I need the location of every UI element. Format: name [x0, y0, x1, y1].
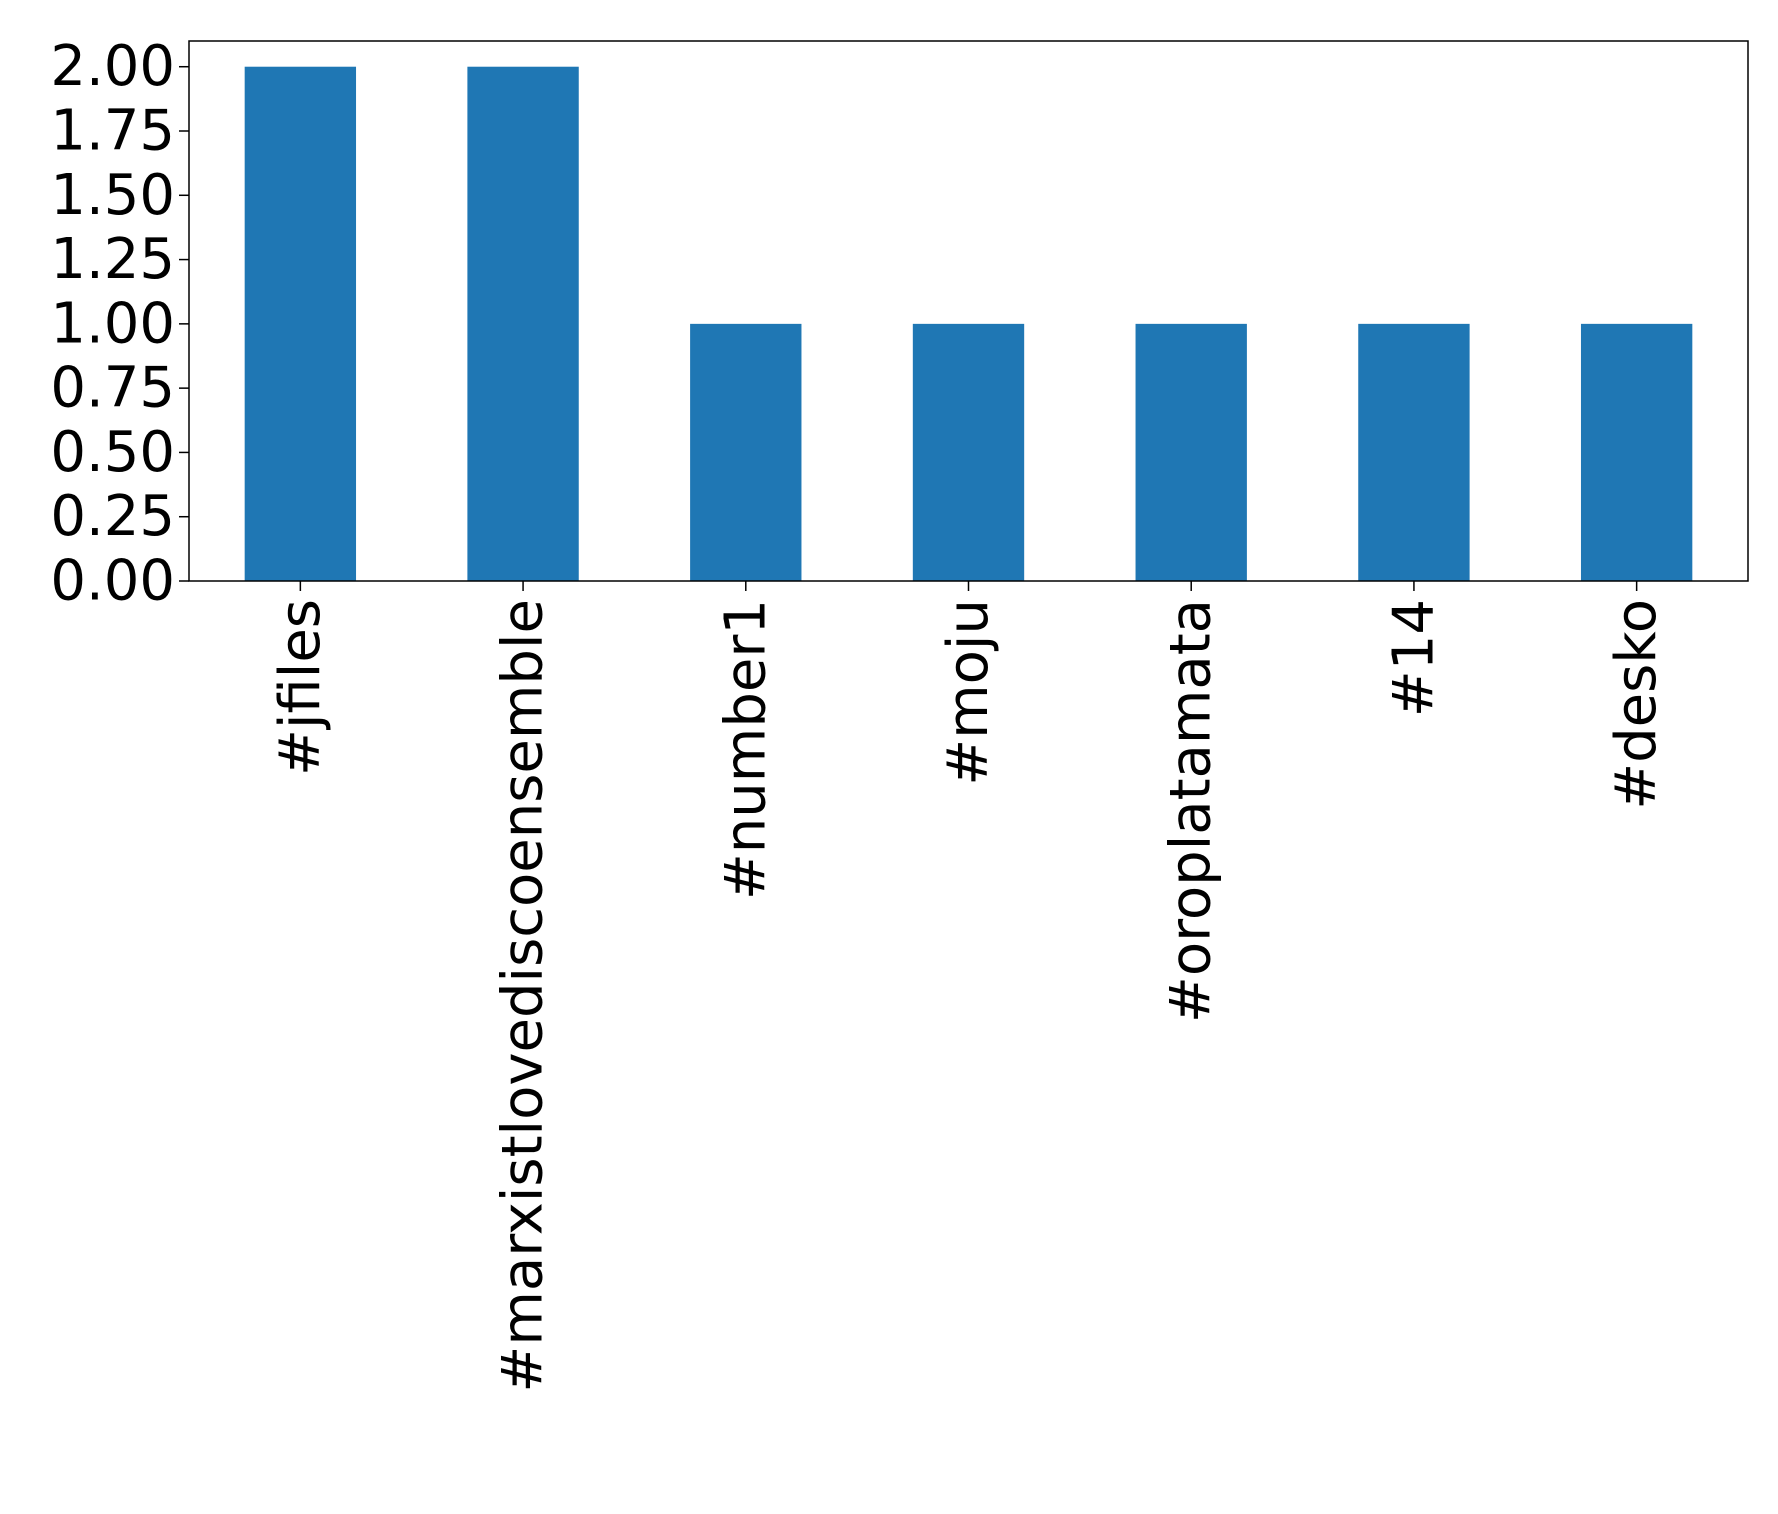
x-tick-label: #14: [1381, 599, 1446, 717]
bar: [1580, 323, 1693, 581]
y-tick-label: 0.00: [50, 549, 175, 614]
x-tick-label: #number1: [713, 599, 778, 900]
y-tick-label: 1.75: [50, 99, 175, 164]
y-tick-label: 2.00: [50, 34, 175, 99]
bar: [912, 323, 1025, 581]
y-tick-label: 1.50: [50, 163, 175, 228]
y-tick-label: 1.25: [50, 227, 175, 292]
x-tick-label: #moju: [936, 599, 1001, 786]
x-tick-label: #desko: [1604, 599, 1669, 810]
y-tick-label: 1.00: [50, 291, 175, 356]
bar: [467, 66, 579, 581]
x-tick-label: #marxistlovediscoensemble: [491, 599, 556, 1393]
bar: [1135, 323, 1247, 581]
bar: [244, 66, 357, 581]
x-tick-label: #jfiles: [268, 599, 333, 776]
bar: [1358, 323, 1470, 581]
y-tick-label: 0.50: [50, 420, 175, 485]
y-tick-label: 0.25: [50, 484, 175, 549]
y-tick-label: 0.75: [50, 356, 175, 421]
x-tick-label: #oroplatamata: [1159, 599, 1224, 1023]
plot-frame: [188, 40, 1749, 582]
bar: [690, 323, 802, 581]
